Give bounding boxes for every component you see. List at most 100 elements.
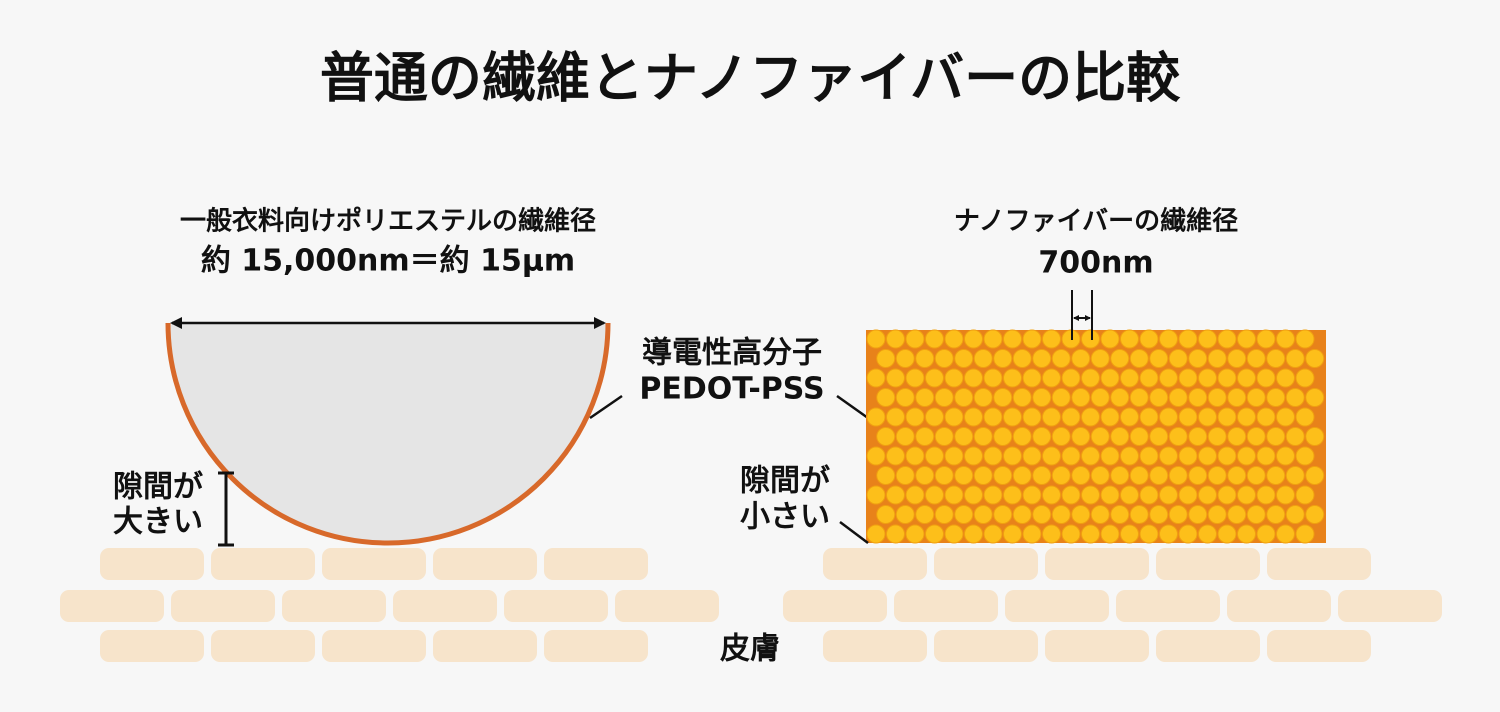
nanofiber	[1090, 388, 1110, 407]
nanofiber	[1246, 427, 1266, 446]
nanofiber	[1256, 329, 1276, 349]
nanofiber	[983, 524, 1003, 544]
nanofiber	[1237, 407, 1256, 427]
nanofiber	[1051, 349, 1071, 368]
nanofiber	[886, 485, 905, 505]
skin-cell	[433, 630, 537, 662]
nanofiber	[1276, 446, 1295, 466]
nanofiber	[1198, 368, 1217, 388]
nanofiber	[1003, 329, 1022, 349]
nanofiber	[1188, 349, 1208, 368]
nanofiber	[934, 466, 954, 485]
nanofiber-diameter-arrow	[1071, 290, 1093, 340]
skin-cells	[60, 548, 1442, 662]
nanofiber	[944, 446, 964, 466]
skin-cell	[1005, 590, 1109, 622]
nanofiber	[1295, 446, 1315, 466]
nanofiber	[1168, 505, 1188, 524]
nanofiber	[1295, 368, 1315, 388]
nanofiber	[1090, 466, 1110, 485]
nanofiber	[1100, 524, 1120, 544]
nanofiber	[1178, 524, 1198, 544]
nanofiber	[1081, 446, 1100, 466]
nanofiber	[1032, 466, 1052, 485]
nanofiber	[1276, 524, 1295, 544]
nanofiber	[1237, 446, 1256, 466]
nanofiber	[915, 466, 935, 485]
nanofiber	[1071, 505, 1091, 524]
nanofiber	[1110, 466, 1130, 485]
right-diameter-label: ナノファイバーの繊維径	[954, 206, 1238, 237]
nanofiber	[1198, 446, 1217, 466]
nanofiber	[1217, 446, 1237, 466]
skin-cell	[211, 548, 315, 580]
skin-cell	[1227, 590, 1331, 622]
nanofiber	[1285, 466, 1305, 485]
nanofiber	[1207, 466, 1227, 485]
nanofiber	[1120, 524, 1139, 544]
left-gap-line1: 隙間が	[113, 470, 203, 505]
nanofiber	[983, 407, 1003, 427]
nanofiber	[1168, 349, 1188, 368]
nanofiber	[1256, 368, 1276, 388]
nanofiber	[964, 407, 983, 427]
left-diameter-label: 一般衣料向けポリエステルの繊維径	[180, 206, 596, 237]
nanofiber	[905, 329, 925, 349]
nanofiber	[944, 407, 964, 427]
nanofiber	[983, 368, 1003, 388]
nanofiber	[954, 505, 974, 524]
nanofiber	[1188, 466, 1208, 485]
nanofibers	[866, 329, 1325, 544]
nanofiber	[1003, 368, 1022, 388]
nanofiber	[964, 329, 983, 349]
nanofiber	[1042, 368, 1061, 388]
nanofiber	[1266, 388, 1286, 407]
nanofiber	[866, 524, 886, 544]
nanofiber	[1061, 485, 1081, 505]
nanofiber	[1100, 329, 1120, 349]
nanofiber	[886, 368, 905, 388]
nanofiber	[1256, 446, 1276, 466]
skin-cell	[1045, 630, 1149, 662]
nanofiber	[886, 329, 905, 349]
nanofiber	[964, 368, 983, 388]
skin-cell	[211, 630, 315, 662]
skin-cell	[894, 590, 998, 622]
skin-cell	[322, 630, 426, 662]
nanofiber	[1217, 524, 1237, 544]
nanofiber	[1207, 349, 1227, 368]
nanofiber	[964, 485, 983, 505]
nanofiber	[1081, 524, 1100, 544]
nanofiber	[866, 329, 886, 349]
nanofiber	[1003, 446, 1022, 466]
nanofiber	[1090, 505, 1110, 524]
nanofiber	[1139, 368, 1159, 388]
nanofiber	[1207, 388, 1227, 407]
nanofiber	[1178, 407, 1198, 427]
nanofiber	[1285, 427, 1305, 446]
nanofiber	[1110, 427, 1130, 446]
nanofiber	[1012, 349, 1032, 368]
nanofiber	[915, 388, 935, 407]
skin-cell	[1156, 548, 1260, 580]
nanofiber	[866, 446, 886, 466]
nanofiber	[1061, 407, 1081, 427]
nanofiber	[1081, 329, 1100, 349]
nanofiber	[934, 505, 954, 524]
nanofiber	[1129, 505, 1149, 524]
leader-line	[839, 521, 869, 544]
nanofiber	[866, 485, 886, 505]
nanofiber	[993, 505, 1013, 524]
nanofiber	[1207, 505, 1227, 524]
nanofiber	[983, 329, 1003, 349]
nanofiber	[925, 329, 944, 349]
nanofiber	[1129, 349, 1149, 368]
nanofiber	[1276, 485, 1295, 505]
nanofiber	[1071, 349, 1091, 368]
nanofiber	[1012, 427, 1032, 446]
nanofiber	[905, 485, 925, 505]
nanofiber	[866, 407, 886, 427]
nanofiber	[1285, 505, 1305, 524]
nanofiber	[1198, 329, 1217, 349]
